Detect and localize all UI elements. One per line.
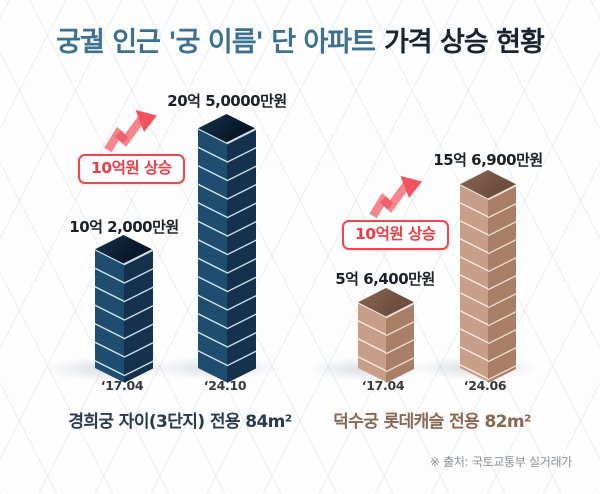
bar-deoksu-1704 xyxy=(358,288,414,397)
rise-arrow-icon xyxy=(104,110,157,153)
rise-badge: 10억원 상승 xyxy=(78,154,185,184)
bar-right-face xyxy=(488,184,516,383)
bar-left-face xyxy=(460,184,488,383)
bar-left-face xyxy=(198,128,227,383)
bar-right-face xyxy=(386,302,414,383)
date-label-gyeonghui-1704: ‘17.04 xyxy=(100,378,144,393)
bar-gyeonghui-1704 xyxy=(95,235,152,397)
date-label-gyeonghui-2410: ‘24.10 xyxy=(203,378,247,393)
price-label-deoksu-1704: 5억 6,400만원 xyxy=(335,270,435,288)
group-caption-gyeonghui: 경희궁 자이(3단지) 전용 84m² xyxy=(68,412,292,432)
bar-right-face xyxy=(123,249,152,383)
price-label-gyeonghui-2410: 20억 5,0000만원 xyxy=(167,92,287,110)
rise-arrow-icon xyxy=(369,176,422,219)
bar-left-face xyxy=(95,249,124,383)
bar-right-face xyxy=(226,128,255,383)
group-caption-deoksu: 덕수궁 롯데캐슬 전용 82m² xyxy=(333,412,531,432)
date-label-deoksu-2406: ‘24.06 xyxy=(463,378,507,393)
date-label-deoksu-1704: ‘17.04 xyxy=(361,378,405,393)
price-label-deoksu-2406: 15억 6,900만원 xyxy=(433,151,543,169)
title-highlight: 궁궐 인근 '궁 이름' 단 아파트 xyxy=(56,27,376,58)
source-attribution: ※ 출처: 국토교통부 실거래가 xyxy=(429,455,572,469)
bar-gyeonghui-2410 xyxy=(198,114,255,397)
page-title: 궁궐 인근 '궁 이름' 단 아파트 가격 상승 현황 xyxy=(0,27,600,58)
bar-deoksu-2406 xyxy=(460,170,516,397)
title-rest: 가격 상승 현황 xyxy=(383,27,545,58)
rise-badge: 10억원 상승 xyxy=(342,220,449,250)
price-label-gyeonghui-1704: 10억 2,000만원 xyxy=(69,218,179,236)
